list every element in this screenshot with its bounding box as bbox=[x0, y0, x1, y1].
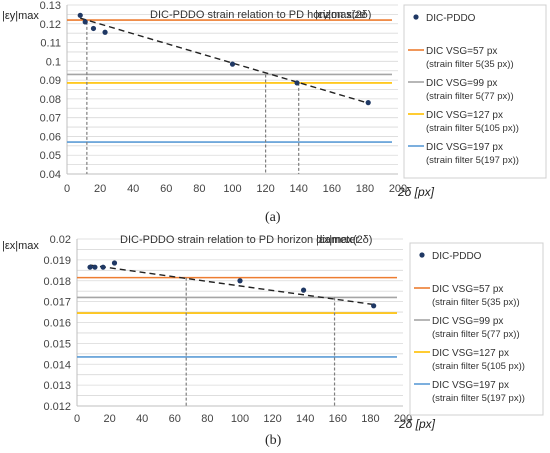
data-point bbox=[92, 264, 98, 270]
y-tick-label: 0.013 bbox=[43, 380, 71, 392]
y-tick-label: 0.11 bbox=[40, 38, 61, 50]
legend-sublabel: (strain filter 5(77 px)) bbox=[432, 329, 520, 340]
x-tick-label: 100 bbox=[231, 413, 249, 425]
x-tick-label: 160 bbox=[329, 413, 347, 425]
chart-b: 0.012 0.013 0.014 0.015 0.016 0.017 0.018 0.019… bbox=[2, 234, 544, 431]
x-tick-label: 0 bbox=[74, 413, 80, 425]
y-tick-label: 0.016 bbox=[43, 318, 71, 330]
legend-label: DIC VSG=99 px bbox=[432, 316, 503, 327]
legend-box bbox=[409, 242, 544, 416]
y-tick-label: 0.019 bbox=[43, 255, 71, 267]
chart-title-suffix: |εx|max(2δ) bbox=[316, 234, 372, 246]
x-tick-label: 140 bbox=[296, 413, 314, 425]
y-tick-label: 0.014 bbox=[43, 359, 71, 371]
sublabel-a: (a) bbox=[265, 210, 281, 225]
data-point bbox=[87, 264, 93, 270]
y-tick-label: 0.05 bbox=[40, 150, 61, 162]
legend-box bbox=[403, 4, 547, 179]
chart-title-suffix: |εy|max(2δ) bbox=[315, 9, 371, 21]
y-tick-label: 0.07 bbox=[40, 113, 61, 125]
y-tick-label: 0.012 bbox=[43, 401, 71, 413]
legend-sublabel: (strain filter 5(105 px)) bbox=[426, 123, 519, 134]
x-tick-label: 120 bbox=[256, 183, 274, 195]
x-axis-label: 2δ [px] bbox=[397, 185, 435, 199]
y-tick-label: 0.12 bbox=[40, 19, 61, 31]
data-point bbox=[229, 61, 236, 67]
x-axis-label: 2δ [px] bbox=[398, 417, 436, 431]
x-tick-label: 60 bbox=[169, 413, 181, 425]
legend-sublabel: (strain filter 5(197 px)) bbox=[426, 155, 519, 166]
x-tick-label: 100 bbox=[223, 183, 241, 195]
chart-title: DIC-PDDO strain relation to PD horizon d… bbox=[120, 234, 359, 246]
y-tick-label: 0.09 bbox=[40, 75, 61, 87]
y-tick-label: 0.1 bbox=[46, 56, 61, 68]
legend-label: DIC VSG=197 px bbox=[426, 142, 503, 153]
x-tick-label: 180 bbox=[356, 183, 374, 195]
x-tick-label: 180 bbox=[361, 413, 379, 425]
y-axis-label: |εx|max bbox=[2, 240, 39, 252]
data-point bbox=[300, 287, 307, 293]
data-point bbox=[294, 80, 300, 86]
data-point bbox=[365, 100, 371, 106]
y-tick-label: 0.13 bbox=[40, 0, 61, 12]
legend-label: DIC VSG=99 px bbox=[426, 78, 497, 89]
data-point bbox=[102, 29, 108, 35]
legend-marker bbox=[419, 252, 425, 258]
data-point bbox=[82, 19, 88, 25]
legend-sublabel: (strain filter 5(77 px)) bbox=[426, 91, 514, 102]
trendline bbox=[80, 17, 371, 105]
data-point bbox=[77, 12, 83, 18]
chart-title: DIC-PDDO strain relation to PD horizon s… bbox=[150, 9, 366, 21]
y-tick-label: 0.018 bbox=[43, 276, 71, 288]
y-tick-label: 0.02 bbox=[50, 234, 71, 246]
y-tick-label: 0.08 bbox=[40, 94, 61, 106]
legend-label: DIC VSG=127 px bbox=[426, 110, 503, 121]
y-tick-label: 0.017 bbox=[43, 297, 71, 309]
y-axis-label: |εy|max bbox=[2, 10, 39, 22]
legend-label: DIC VSG=57 px bbox=[426, 46, 497, 57]
x-tick-label: 40 bbox=[127, 183, 139, 195]
x-tick-label: 80 bbox=[193, 183, 205, 195]
y-tick-label: 0.04 bbox=[40, 169, 61, 181]
legend-marker bbox=[413, 14, 419, 20]
legend-label: DIC-PDDO bbox=[432, 251, 482, 262]
legend-sublabel: (strain filter 5(105 px)) bbox=[432, 361, 525, 372]
legend-label: DIC VSG=57 px bbox=[432, 284, 503, 295]
legend-sublabel: (strain filter 5(35 px)) bbox=[432, 297, 520, 308]
y-tick-label: 0.015 bbox=[43, 338, 71, 350]
data-point bbox=[371, 303, 377, 309]
x-tick-label: 200 bbox=[389, 183, 407, 195]
legend-label: DIC-PDDO bbox=[426, 13, 476, 24]
sublabel-b: (b) bbox=[265, 433, 282, 448]
x-tick-label: 20 bbox=[94, 183, 106, 195]
legend-label: DIC VSG=197 px bbox=[432, 380, 509, 391]
x-tick-label: 40 bbox=[136, 413, 148, 425]
x-tick-label: 160 bbox=[323, 183, 341, 195]
legend-label: DIC VSG=127 px bbox=[432, 348, 509, 359]
data-point bbox=[90, 25, 97, 32]
legend-sublabel: (strain filter 5(197 px)) bbox=[432, 393, 525, 404]
x-tick-label: 120 bbox=[263, 413, 281, 425]
x-tick-label: 0 bbox=[64, 183, 70, 195]
legend-sublabel: (strain filter 5(35 px)) bbox=[426, 59, 514, 70]
x-tick-label: 140 bbox=[290, 183, 308, 195]
chart-a: 0.04 0.05 0.06 0.07 0.08 0.09 0.1 0.11 0.12 0.13 0… bbox=[2, 0, 547, 199]
x-tick-label: 80 bbox=[201, 413, 213, 425]
data-point bbox=[100, 264, 106, 270]
y-tick-label: 0.06 bbox=[40, 131, 61, 143]
data-point bbox=[237, 278, 243, 284]
x-tick-label: 200 bbox=[394, 413, 412, 425]
x-tick-label: 20 bbox=[103, 413, 115, 425]
trendline bbox=[89, 264, 376, 306]
x-tick-label: 60 bbox=[160, 183, 172, 195]
data-point bbox=[111, 260, 118, 266]
